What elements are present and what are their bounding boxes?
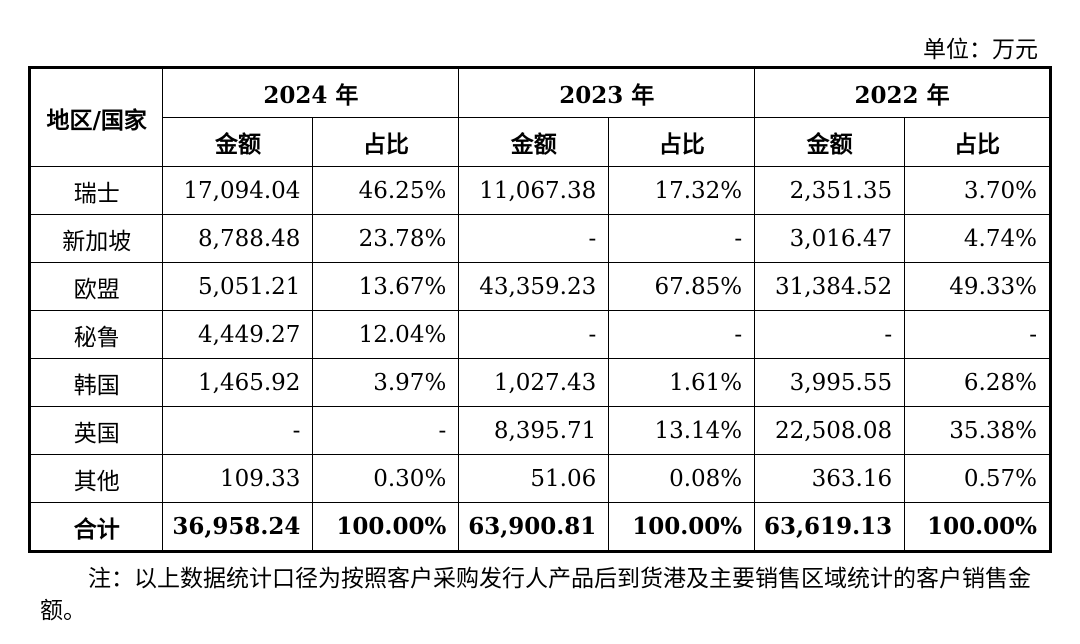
ratio-cell: 0.08% [608, 454, 756, 503]
table-row: 韩国 1,465.92 3.97% 1,027.43 1.61% 3,995.5… [28, 358, 1051, 407]
ratio-header: 占比 [312, 117, 460, 167]
total-ratio-cell: 100.00% [904, 502, 1051, 552]
ratio-cell: 0.30% [312, 454, 460, 503]
amount-cell: 5,051.21 [162, 262, 314, 311]
amount-cell: 31,384.52 [754, 262, 906, 311]
year-header-2023: 2023 年 [458, 67, 756, 118]
total-amount-cell: 36,958.24 [162, 502, 314, 552]
region-cell: 其他 [28, 454, 164, 503]
amount-cell: 8,395.71 [458, 406, 610, 455]
ratio-header: 占比 [608, 117, 756, 167]
ratio-cell: 3.97% [312, 358, 460, 407]
ratio-cell: 17.32% [608, 166, 756, 215]
year-header-2024: 2024 年 [162, 67, 460, 118]
amount-cell: 8,788.48 [162, 214, 314, 263]
region-cell: 秘鲁 [28, 310, 164, 359]
amount-cell: 11,067.38 [458, 166, 610, 215]
ratio-cell: 35.38% [904, 406, 1051, 455]
total-ratio-cell: 100.00% [312, 502, 460, 552]
amount-cell: 4,449.27 [162, 310, 314, 359]
amount-cell: - [458, 310, 610, 359]
ratio-cell: 3.70% [904, 166, 1051, 215]
amount-cell: - [754, 310, 906, 359]
amount-header: 金额 [458, 117, 610, 167]
table-row: 英国 - - 8,395.71 13.14% 22,508.08 35.38% [28, 406, 1051, 455]
region-header: 地区/国家 [28, 67, 164, 167]
ratio-cell: 6.28% [904, 358, 1051, 407]
amount-cell: 22,508.08 [754, 406, 906, 455]
ratio-cell: 1.61% [608, 358, 756, 407]
table-row: 秘鲁 4,449.27 12.04% - - - - [28, 310, 1051, 359]
total-row: 合计 36,958.24 100.00% 63,900.81 100.00% 6… [28, 502, 1051, 552]
ratio-cell: - [312, 406, 460, 455]
region-cell: 欧盟 [28, 262, 164, 311]
amount-cell: 363.16 [754, 454, 906, 503]
amount-cell: 3,016.47 [754, 214, 906, 263]
ratio-cell: 49.33% [904, 262, 1051, 311]
ratio-cell: 12.04% [312, 310, 460, 359]
ratio-cell: 46.25% [312, 166, 460, 215]
ratio-cell: 67.85% [608, 262, 756, 311]
amount-cell: 1,465.92 [162, 358, 314, 407]
amount-cell: 3,995.55 [754, 358, 906, 407]
region-cell: 英国 [28, 406, 164, 455]
table-row: 瑞士 17,094.04 46.25% 11,067.38 17.32% 2,3… [28, 166, 1051, 215]
sales-by-region-table: 地区/国家 2024 年 2023 年 2022 年 金额 占比 金额 占比 金… [28, 66, 1052, 553]
amount-cell: 1,027.43 [458, 358, 610, 407]
ratio-cell: 23.78% [312, 214, 460, 263]
amount-cell: 51.06 [458, 454, 610, 503]
ratio-cell: 13.14% [608, 406, 756, 455]
table-row: 欧盟 5,051.21 13.67% 43,359.23 67.85% 31,3… [28, 262, 1051, 311]
amount-cell: 2,351.35 [754, 166, 906, 215]
ratio-cell: - [904, 310, 1051, 359]
amount-cell: 43,359.23 [458, 262, 610, 311]
amount-cell: - [162, 406, 314, 455]
footnote: 注：以上数据统计口径为按照客户采购发行人产品后到货港及主要销售区域统计的客户销售… [40, 566, 1031, 624]
amount-cell: 17,094.04 [162, 166, 314, 215]
ratio-cell: - [608, 214, 756, 263]
ratio-cell: - [608, 310, 756, 359]
amount-cell: - [458, 214, 610, 263]
table-row: 新加坡 8,788.48 23.78% - - 3,016.47 4.74% [28, 214, 1051, 263]
ratio-cell: 13.67% [312, 262, 460, 311]
total-amount-cell: 63,619.13 [754, 502, 906, 552]
region-cell: 韩国 [28, 358, 164, 407]
year-header-2022: 2022 年 [754, 67, 1051, 118]
amount-cell: 109.33 [162, 454, 314, 503]
amount-header: 金额 [754, 117, 906, 167]
table-row: 其他 109.33 0.30% 51.06 0.08% 363.16 0.57% [28, 454, 1051, 503]
total-label: 合计 [28, 502, 164, 552]
ratio-cell: 4.74% [904, 214, 1051, 263]
region-cell: 新加坡 [28, 214, 164, 263]
total-ratio-cell: 100.00% [608, 502, 756, 552]
unit-label: 单位：万元 [923, 37, 1038, 63]
total-amount-cell: 63,900.81 [458, 502, 610, 552]
ratio-header: 占比 [904, 117, 1051, 167]
header-row-years: 地区/国家 2024 年 2023 年 2022 年 [28, 67, 1051, 167]
region-cell: 瑞士 [28, 166, 164, 215]
amount-header: 金额 [162, 117, 314, 167]
ratio-cell: 0.57% [904, 454, 1051, 503]
header-row-metrics: 金额 占比 金额 占比 金额 占比 [30, 117, 1051, 167]
